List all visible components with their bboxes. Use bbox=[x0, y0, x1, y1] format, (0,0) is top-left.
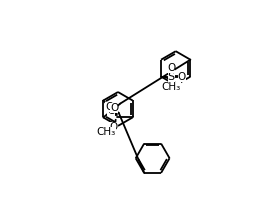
Text: O: O bbox=[107, 106, 115, 116]
Text: O: O bbox=[109, 122, 117, 132]
Text: O: O bbox=[110, 103, 118, 113]
Text: CH₃: CH₃ bbox=[97, 127, 116, 137]
Text: O: O bbox=[105, 102, 114, 112]
Text: CH₃: CH₃ bbox=[162, 82, 181, 92]
Text: O: O bbox=[178, 72, 186, 82]
Text: S: S bbox=[168, 72, 175, 82]
Text: O: O bbox=[167, 63, 175, 73]
